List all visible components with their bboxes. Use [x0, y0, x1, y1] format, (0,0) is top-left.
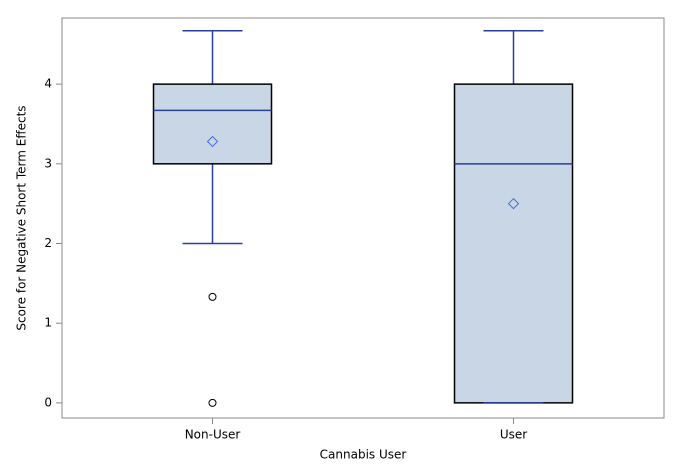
y-axis-label: Score for Negative Short Term Effects — [15, 105, 29, 330]
y-tick-label: 1 — [44, 316, 52, 330]
x-tick-label: Non-User — [185, 428, 241, 442]
box — [453, 83, 574, 404]
box — [152, 83, 273, 165]
y-tick-label: 2 — [44, 236, 52, 250]
outlier — [208, 398, 217, 407]
mean-marker — [206, 135, 219, 148]
plot-frame — [61, 17, 665, 419]
x-tick-label: User — [500, 428, 527, 442]
mean-marker — [507, 197, 520, 210]
y-tick-label: 0 — [44, 395, 52, 409]
y-tick-label: 4 — [44, 77, 52, 91]
y-tick-label: 3 — [44, 156, 52, 170]
x-axis-label: Cannabis User — [320, 448, 407, 462]
outlier — [208, 292, 217, 301]
